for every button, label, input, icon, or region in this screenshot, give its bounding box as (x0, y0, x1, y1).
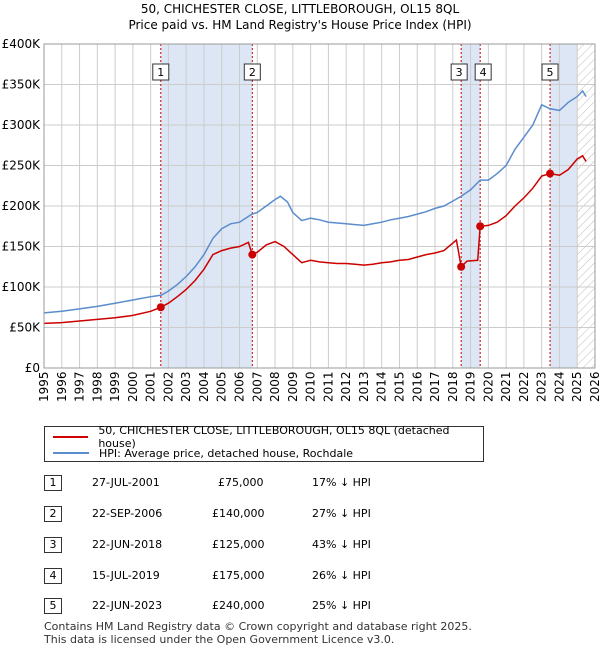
transaction-price: £125,000 (212, 538, 265, 551)
transaction-label-number: 1 (157, 66, 164, 79)
chart-subtitle: Price paid vs. HM Land Registry's House … (128, 18, 472, 32)
x-tick-label: 1996 (55, 371, 69, 402)
x-tick-label: 1995 (37, 371, 51, 402)
x-tick-label: 1999 (108, 371, 122, 402)
footer: Contains HM Land Registry data © Crown c… (44, 620, 472, 646)
transaction-number: 5 (44, 598, 62, 614)
footer-licence: This data is licensed under the Open Gov… (44, 633, 395, 646)
x-tick-label: 2005 (215, 371, 229, 402)
y-tick-label: £400K (2, 37, 42, 51)
x-tick-label: 2007 (250, 371, 264, 402)
x-tick-label: 2001 (144, 371, 158, 402)
transaction-label-box (243, 63, 261, 81)
x-tick-label: 2003 (179, 371, 193, 402)
transaction-date: 22-JUN-2023 (92, 599, 163, 612)
y-tick-label: £50K (9, 321, 41, 335)
y-tick-label: £100K (2, 280, 42, 294)
x-tick-label: 2015 (392, 371, 406, 402)
y-tick-label: £250K (2, 159, 42, 173)
price-chart: 1 2 3 4 5 £0 £50K £100K £150K £200K £250K £300K £350… (2, 37, 600, 402)
x-tick-label: 2023 (535, 371, 549, 402)
transaction-number: 2 (44, 506, 62, 522)
transaction-number: 3 (44, 537, 62, 553)
y-tick-label: £350K (2, 78, 42, 92)
y-tick-label: £0 (25, 361, 40, 375)
chart-title: 50, CHICHESTER CLOSE, LITTLEBOROUGH, OL1… (140, 2, 460, 16)
x-tick-label: 1998 (90, 371, 104, 402)
transaction-point (546, 169, 555, 178)
transaction-price: £240,000 (212, 599, 265, 612)
transaction-point (476, 222, 485, 231)
x-tick-label: 2022 (517, 371, 531, 402)
x-tick-label: 2026 (588, 371, 600, 402)
transaction-price: £140,000 (212, 507, 265, 520)
transaction-price: £75,000 (218, 476, 264, 489)
transaction-label-number: 3 (456, 66, 463, 79)
x-tick-label: 2020 (481, 371, 495, 402)
x-tick-label: 2025 (570, 371, 584, 402)
x-tick-label: 2004 (197, 371, 211, 402)
transaction-number: 4 (44, 568, 62, 584)
y-tick-label: £150K (2, 240, 42, 254)
legend-item-hpi: HPI: Average price, detached house, Roch… (53, 445, 353, 461)
transaction-label-box (541, 63, 559, 81)
x-tick-label: 2016 (410, 371, 424, 402)
transaction-hpi-diff: 26% ↓ HPI (312, 569, 371, 582)
x-tick-label: 2010 (304, 371, 318, 402)
legend-label-price-paid: 50, CHICHESTER CLOSE, LITTLEBOROUGH, OL1… (98, 424, 450, 450)
y-tick-label: £300K (2, 118, 42, 132)
transaction-date: 15-JUL-2019 (92, 569, 160, 582)
hpi-series-line (43, 89, 587, 314)
y-tick-label: £200K (2, 199, 42, 213)
transaction-hpi-diff: 25% ↓ HPI (312, 599, 371, 612)
x-tick-label: 2013 (357, 371, 371, 402)
x-tick-label: 2000 (126, 371, 140, 402)
transaction-label-number: 5 (547, 66, 554, 79)
transaction-label-box (152, 63, 170, 81)
transaction-point (457, 262, 466, 271)
x-tick-label: 2008 (268, 371, 282, 402)
x-tick-label: 2009 (286, 371, 300, 402)
transaction-number: 1 (44, 475, 62, 491)
x-tick-label: 2002 (161, 371, 175, 402)
price-paid-series-line (43, 154, 587, 325)
legend: 50, CHICHESTER CLOSE, LITTLEBOROUGH, OL1… (44, 424, 484, 462)
transaction-label-number: 2 (249, 66, 256, 79)
transaction-hpi-diff: 43% ↓ HPI (312, 538, 371, 551)
transaction-hpi-diff: 17% ↓ HPI (312, 476, 371, 489)
transaction-price: £175,000 (212, 569, 265, 582)
x-tick-label: 2012 (339, 371, 353, 402)
legend-swatch-price-paid (53, 436, 89, 438)
x-tick-label: 2011 (321, 371, 335, 402)
transaction-point (248, 250, 257, 259)
transaction-point (156, 303, 165, 312)
transaction-label-number: 4 (480, 66, 487, 79)
x-tick-label: 2021 (499, 371, 513, 402)
x-tick-label: 2024 (552, 371, 566, 402)
x-tick-label: 2018 (446, 371, 460, 402)
transaction-date: 22-SEP-2006 (92, 507, 163, 520)
transaction-hpi-diff: 27% ↓ HPI (312, 507, 371, 520)
plot-border (43, 43, 596, 369)
x-tick-label: 2019 (464, 371, 478, 402)
x-tick-label: 2017 (428, 371, 442, 402)
legend-swatch-hpi (53, 452, 89, 454)
transaction-label-box (474, 63, 492, 81)
legend-label-hpi: HPI: Average price, detached house, Roch… (99, 446, 354, 460)
legend-item-price-paid: 50, CHICHESTER CLOSE, LITTLEBOROUGH, OL1… (53, 424, 483, 450)
footer-copyright: Contains HM Land Registry data © Crown c… (44, 620, 472, 633)
transaction-date: 27-JUL-2001 (92, 476, 160, 489)
x-tick-label: 2014 (375, 371, 389, 402)
transaction-label-box (450, 63, 468, 81)
transaction-date: 22-JUN-2018 (92, 538, 163, 551)
x-tick-label: 2006 (233, 371, 247, 402)
x-tick-label: 1997 (73, 371, 87, 402)
